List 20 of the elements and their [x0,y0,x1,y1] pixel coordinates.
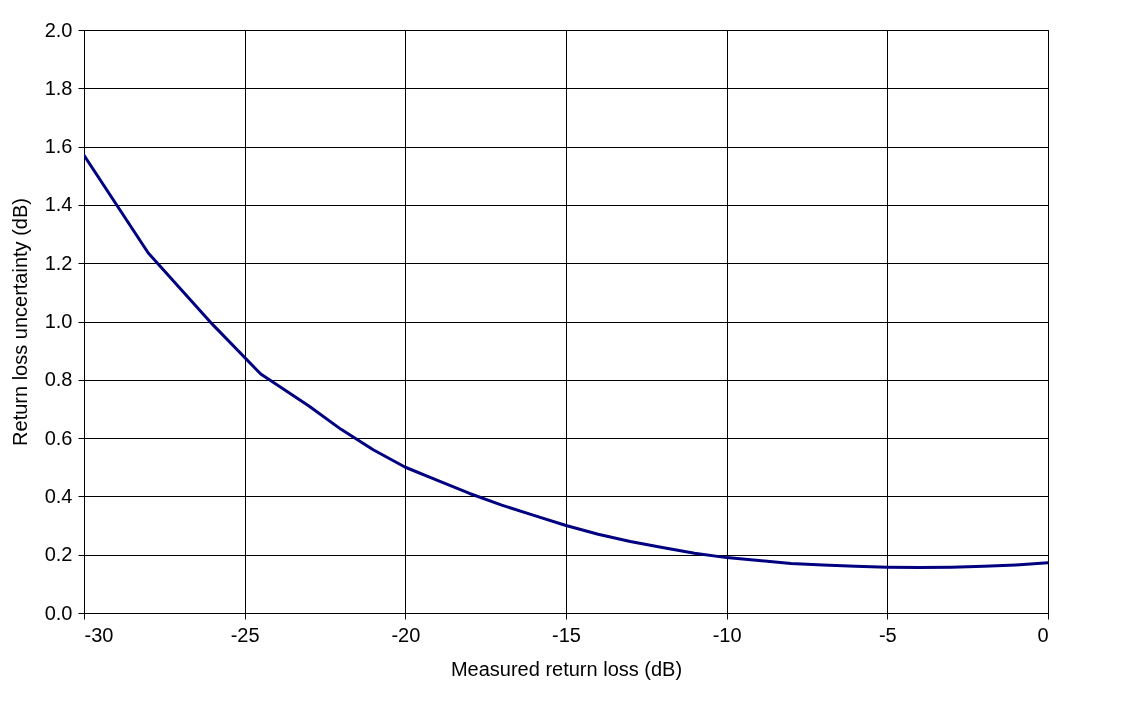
y-tick-label: 1.0 [44,310,73,332]
x-tick-label: 0 [1037,623,1049,646]
x-tick-label: -25 [230,623,260,646]
y-tick-label: 0.4 [44,484,73,507]
y-tick-label: 1.8 [44,76,73,99]
y-tick-label: 1.6 [44,135,73,158]
x-axis-title: Measured return loss (dB) [450,657,683,680]
y-tick-label: 0.2 [44,543,73,566]
y-tick-label: 0.8 [44,368,73,391]
y-tick-label: 2.0 [44,18,73,41]
y-axis-title: Return loss uncertainty (dB) [8,198,31,446]
y-tick-label: 0.6 [44,426,73,449]
y-tick-label: 0.0 [44,601,73,624]
x-tick-label: -5 [878,623,897,646]
y-tick-label: 1.2 [44,251,73,274]
x-tick-label: -10 [712,623,742,646]
y-tick-label: 1.4 [44,193,73,216]
x-tick-label: -15 [552,623,581,646]
x-tick-label: -20 [391,623,421,646]
x-tick-label: -30 [84,623,114,646]
